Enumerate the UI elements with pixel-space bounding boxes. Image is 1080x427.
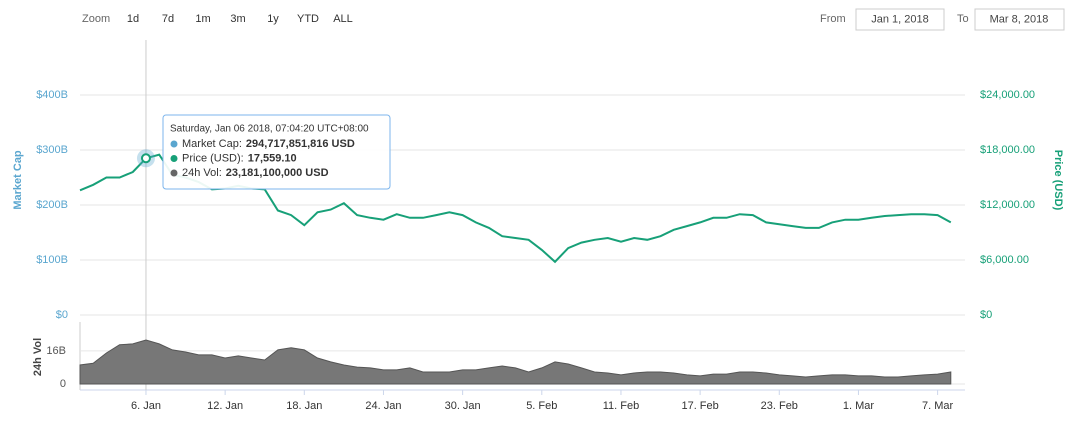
volume-axis-title: 24h Vol bbox=[32, 338, 44, 376]
from-input[interactable] bbox=[855, 8, 945, 31]
y2-tick-label: $12,000.00 bbox=[980, 199, 1035, 211]
tooltip-box bbox=[162, 114, 391, 190]
zoom-button[interactable]: 1m bbox=[195, 13, 210, 25]
zoom-button[interactable]: 1y bbox=[267, 13, 279, 25]
y-tick-label: 16B bbox=[46, 345, 66, 357]
tooltip-value: 23,181,100,000 USD bbox=[226, 167, 329, 179]
tooltip-value: 17,559.10 bbox=[248, 152, 297, 164]
y2-tick-label: $24,000.00 bbox=[980, 89, 1035, 101]
y-tick-label: $300B bbox=[36, 144, 68, 156]
x-tick-label: 7. Mar bbox=[922, 400, 954, 412]
y-tick-label: $200B bbox=[36, 199, 68, 211]
from-value[interactable]: Jan 1, 2018 bbox=[871, 13, 929, 25]
x-tick-label: 30. Jan bbox=[445, 400, 481, 412]
tooltip-label: Market Cap: bbox=[182, 138, 242, 150]
to-input[interactable] bbox=[974, 8, 1065, 31]
x-tick-label: 18. Jan bbox=[286, 400, 322, 412]
x-tick-label: 12. Jan bbox=[207, 400, 243, 412]
zoom-button[interactable]: 1d bbox=[127, 13, 139, 25]
x-tick-label: 23. Feb bbox=[761, 400, 798, 412]
to-label: To bbox=[957, 13, 969, 25]
from-label: From bbox=[820, 13, 846, 25]
zoom-button[interactable]: 3m bbox=[230, 13, 245, 25]
to-value[interactable]: Mar 8, 2018 bbox=[990, 13, 1049, 25]
y-tick-label: $400B bbox=[36, 89, 68, 101]
x-tick-label: 11. Feb bbox=[603, 400, 640, 412]
tooltip-dot bbox=[170, 155, 178, 162]
x-tick-label: 6. Jan bbox=[131, 400, 161, 412]
tooltip: Saturday, Jan 06 2018, 07:04:20 UTC+08:0… bbox=[162, 114, 391, 190]
tooltip-value: 294,717,851,816 USD bbox=[246, 138, 355, 150]
hover-point bbox=[140, 153, 151, 164]
x-tick-label: 1. Mar bbox=[843, 400, 875, 412]
zoom-button[interactable]: YTD bbox=[297, 13, 319, 25]
tooltip-dot bbox=[170, 140, 178, 148]
tooltip-label: Price (USD): bbox=[182, 152, 244, 164]
x-tick-label: 24. Jan bbox=[365, 400, 401, 412]
tooltip-date: Saturday, Jan 06 2018, 07:04:20 UTC+08:0… bbox=[170, 124, 369, 135]
y2-tick-label: $18,000.00 bbox=[980, 144, 1035, 156]
x-tick-label: 17. Feb bbox=[681, 400, 718, 412]
volume-area bbox=[79, 339, 952, 385]
y-axis-title: Market Cap bbox=[12, 150, 24, 210]
x-tick-label: 5. Feb bbox=[526, 400, 557, 412]
y-tick-label: $0 bbox=[56, 309, 68, 321]
zoom-label: Zoom bbox=[82, 13, 110, 25]
zoom-button[interactable]: ALL bbox=[333, 13, 353, 25]
y2-axis-title: Price (USD) bbox=[1052, 150, 1064, 211]
y2-tick-label: $0 bbox=[980, 309, 992, 321]
tooltip-label: 24h Vol: bbox=[182, 167, 222, 179]
tooltip-dot bbox=[170, 169, 178, 177]
y2-tick-label: $6,000.00 bbox=[980, 254, 1029, 266]
zoom-button[interactable]: 7d bbox=[162, 13, 174, 25]
y-tick-label: $100B bbox=[36, 254, 68, 266]
y-tick-label: 0 bbox=[60, 378, 66, 390]
